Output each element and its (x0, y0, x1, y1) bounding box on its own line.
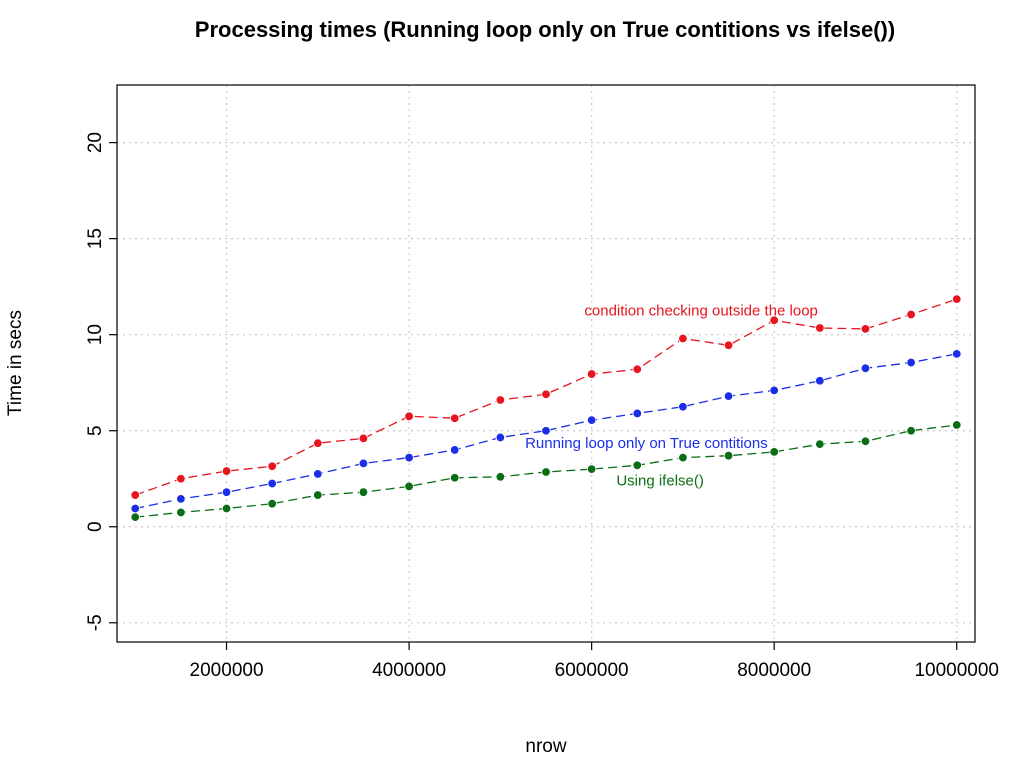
data-point (404, 411, 414, 422)
data-point (860, 324, 871, 334)
y-tick-label: -5 (85, 614, 106, 631)
data-point (267, 499, 277, 509)
y-tick-label: 5 (85, 425, 106, 436)
series-annotation-2: Using ifelse() (616, 473, 704, 490)
data-point (769, 385, 779, 396)
data-point (176, 474, 186, 484)
data-point (769, 315, 779, 325)
chart-title: Processing times (Running loop only on T… (195, 17, 895, 42)
series-layer (130, 294, 962, 522)
data-point (586, 415, 597, 425)
data-point (404, 481, 414, 492)
data-point (586, 464, 597, 474)
y-tick-label: 10 (85, 324, 106, 345)
x-axis: 2000000 4000000 6000000 8000000 10000000 (190, 642, 999, 681)
y-axis-title: Time in secs (5, 310, 26, 416)
data-point (495, 432, 506, 443)
data-point (541, 426, 551, 436)
x-axis-title: nrow (525, 736, 566, 757)
x-tick-label: 2000000 (190, 660, 264, 681)
data-point (450, 445, 460, 455)
data-point (130, 512, 140, 522)
data-point (313, 490, 323, 500)
data-point (495, 472, 506, 482)
x-tick-label: 10000000 (914, 660, 999, 681)
data-point (358, 433, 369, 444)
data-point (495, 395, 506, 405)
x-tick-label: 4000000 (372, 660, 446, 681)
data-point (450, 473, 460, 483)
data-point (358, 458, 369, 469)
data-point (130, 503, 140, 514)
data-point (313, 438, 323, 448)
data-point (541, 389, 551, 399)
data-point (860, 436, 871, 446)
data-point (130, 490, 140, 500)
data-point (267, 461, 277, 471)
y-tick-label: 20 (85, 132, 106, 153)
x-tick-label: 6000000 (555, 660, 629, 681)
data-point (815, 439, 825, 449)
data-point (723, 391, 734, 401)
data-point (176, 494, 186, 504)
data-point (678, 452, 688, 463)
data-point (769, 447, 779, 457)
data-point (632, 364, 642, 374)
data-point (221, 487, 232, 497)
data-point (723, 340, 734, 350)
data-point (860, 363, 871, 374)
data-point (815, 376, 825, 386)
data-point (586, 369, 597, 379)
y-tick-label: 0 (85, 521, 106, 532)
data-point (952, 420, 962, 430)
series-annotation-1: Running loop only on True contitions (525, 435, 768, 452)
data-point (632, 408, 642, 419)
data-point (906, 357, 916, 368)
data-point (450, 413, 460, 423)
data-point (678, 402, 688, 412)
data-point (678, 333, 688, 344)
data-point (221, 466, 232, 476)
data-point (313, 469, 323, 479)
data-point (906, 309, 916, 320)
data-point (358, 487, 369, 497)
annotations: condition checking outside the loop Runni… (525, 303, 818, 490)
data-point (221, 503, 232, 514)
data-point (723, 450, 734, 461)
data-point (267, 478, 277, 489)
data-point (541, 467, 551, 477)
plot-frame (116, 84, 976, 643)
data-point (632, 460, 642, 470)
data-point (906, 426, 916, 436)
data-point (176, 507, 186, 518)
y-axis: -5 0 5 10 15 20 (85, 132, 117, 631)
data-point (815, 323, 825, 333)
x-tick-label: 8000000 (737, 660, 811, 681)
grid (117, 85, 975, 642)
data-point (952, 294, 962, 304)
y-tick-label: 15 (85, 228, 106, 249)
data-point (404, 452, 414, 463)
series-annotation-0: condition checking outside the loop (584, 303, 818, 320)
data-point (952, 349, 962, 359)
